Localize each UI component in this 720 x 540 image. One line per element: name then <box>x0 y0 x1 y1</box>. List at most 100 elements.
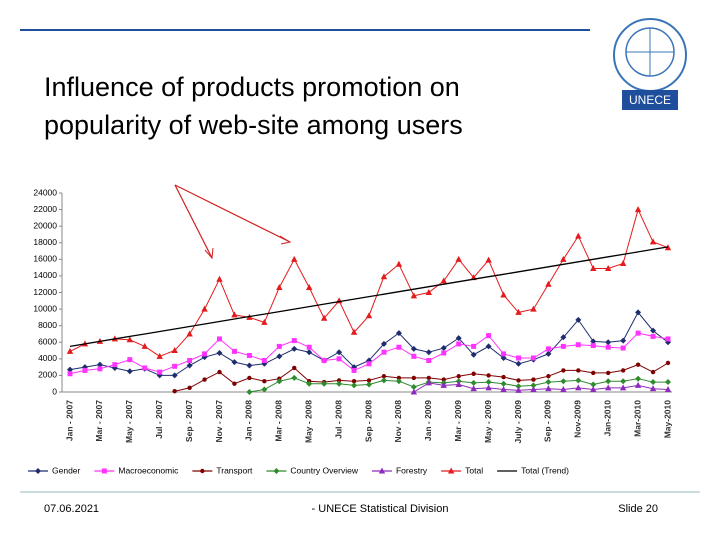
marker <box>82 367 88 373</box>
marker <box>246 362 253 369</box>
marker <box>276 378 283 385</box>
marker <box>291 374 298 381</box>
marker <box>336 378 342 383</box>
series-line <box>69 246 669 348</box>
marker <box>440 277 447 284</box>
x-tick-label: Jul - 2008 <box>333 400 343 439</box>
logo-band <box>622 90 678 110</box>
marker <box>187 357 193 363</box>
marker <box>171 372 178 379</box>
marker <box>366 378 372 383</box>
marker <box>365 312 373 319</box>
y-tick-label: 2000 <box>38 370 57 380</box>
y-tick-label: 24000 <box>33 187 57 197</box>
marker <box>634 381 642 388</box>
marker <box>410 388 418 395</box>
marker <box>634 206 642 213</box>
marker <box>336 380 343 387</box>
marker <box>410 292 418 299</box>
marker <box>366 361 372 367</box>
marker <box>619 259 627 266</box>
marker <box>171 347 178 354</box>
marker <box>575 232 582 239</box>
x-tick-label: Sep - 2008 <box>363 400 373 442</box>
x-tick-label: Sep - 2009 <box>543 400 553 442</box>
marker <box>97 366 103 372</box>
x-tick-label: Jul - 2007 <box>154 400 164 439</box>
marker <box>231 311 238 318</box>
marker <box>531 377 536 382</box>
marker <box>186 330 193 337</box>
x-tick-label: May - 2009 <box>483 400 493 443</box>
marker <box>262 379 267 384</box>
marker <box>485 384 492 391</box>
marker <box>635 375 642 382</box>
marker <box>410 345 417 352</box>
marker <box>470 379 477 386</box>
marker <box>67 366 73 373</box>
logo-text: UNECE <box>629 93 671 107</box>
marker <box>590 386 597 393</box>
marker <box>515 360 522 367</box>
annotation-arrows <box>174 184 292 260</box>
marker <box>320 314 328 321</box>
marker <box>216 350 223 357</box>
marker <box>186 362 193 369</box>
marker <box>545 350 552 357</box>
marker <box>575 316 582 323</box>
marker <box>455 381 462 388</box>
marker <box>486 333 492 339</box>
x-tick-label: Jan - 2008 <box>244 400 254 441</box>
marker <box>530 305 537 312</box>
marker <box>276 284 283 291</box>
marker <box>172 388 177 394</box>
marker <box>112 362 118 368</box>
marker <box>291 338 297 344</box>
marker <box>470 351 477 358</box>
marker <box>561 368 566 373</box>
marker <box>336 349 343 356</box>
marker <box>306 349 313 356</box>
arrow-head <box>204 247 214 260</box>
marker <box>410 384 417 391</box>
footer-center: - UNECE Statistical Division <box>312 503 449 515</box>
marker <box>590 381 597 388</box>
marker <box>306 380 313 387</box>
marker <box>500 386 507 393</box>
x-tick-label: Mar - 2009 <box>453 400 463 442</box>
marker <box>261 357 267 363</box>
legend-marker <box>378 467 386 474</box>
marker <box>396 375 402 381</box>
marker <box>455 255 462 262</box>
marker <box>650 327 657 334</box>
legend: Gender Macroeconomic Transport Country Over… <box>28 465 569 475</box>
marker <box>411 353 417 359</box>
series-line <box>174 362 669 392</box>
legend-marker <box>273 468 280 474</box>
y-tick-label: 10000 <box>33 303 57 313</box>
x-tick-label: Mar - 2007 <box>94 400 104 442</box>
series <box>67 330 671 377</box>
marker <box>426 375 431 381</box>
marker <box>395 330 402 337</box>
marker <box>321 380 328 387</box>
marker <box>620 378 627 385</box>
marker <box>306 284 313 291</box>
marker <box>441 377 446 382</box>
marker <box>291 345 298 352</box>
y-tick-label: 12000 <box>33 287 57 297</box>
marker <box>650 333 656 339</box>
marker <box>635 362 641 367</box>
legend-label: Transport <box>216 465 253 475</box>
marker <box>157 369 163 375</box>
marker <box>276 343 282 349</box>
marker <box>425 379 432 386</box>
marker <box>591 370 596 376</box>
legend-label: Country Overview <box>290 465 358 475</box>
legend-label: Total <box>465 465 483 475</box>
arrow <box>174 184 213 259</box>
marker <box>127 357 133 363</box>
marker <box>590 338 597 345</box>
marker <box>485 256 492 263</box>
